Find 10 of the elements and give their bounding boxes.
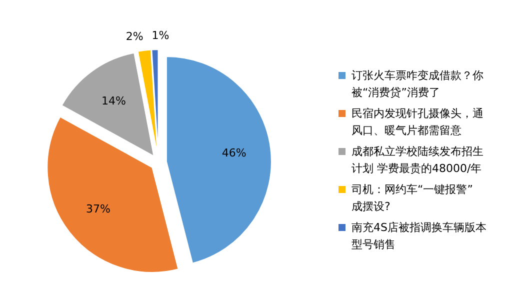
data-label: 46% xyxy=(222,146,246,160)
legend-label: 司机：网约车“一键报警”成摆设? xyxy=(352,183,473,213)
legend-label: 民宿内发现针孔摄像头，通风口、暖气片都需留意 xyxy=(352,107,484,137)
data-label: 37% xyxy=(86,202,110,216)
legend-label: 南充4S店被指调换车辆版本型号销售 xyxy=(352,221,486,251)
data-label: 1% xyxy=(152,29,170,42)
data-label: 2% xyxy=(126,30,144,43)
data-label: 14% xyxy=(101,94,126,108)
legend-label: 订张火车票咋变成借款？你被“消费贷”消费了 xyxy=(352,69,484,99)
legend-label: 成都私立学校陆续发布招生计划 学费最贵的48000/年 xyxy=(352,145,484,175)
